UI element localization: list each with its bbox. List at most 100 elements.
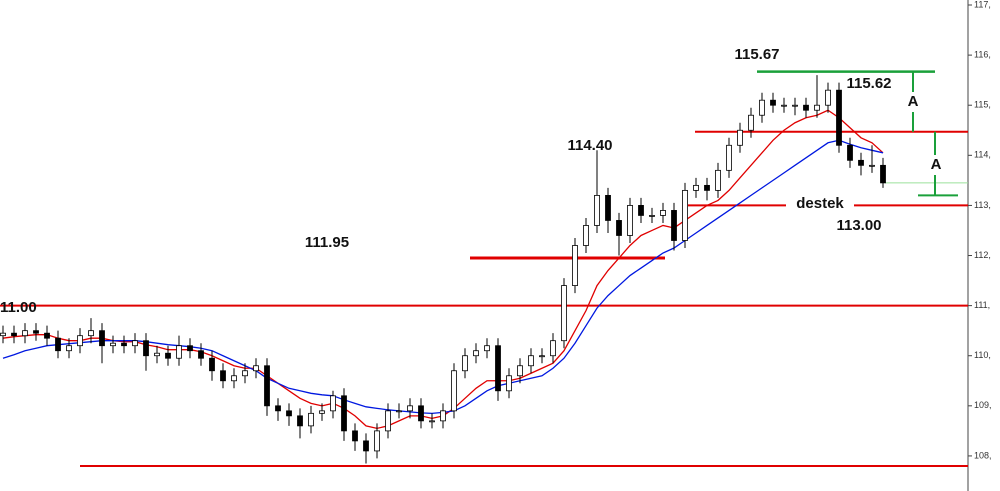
candle [561, 278, 567, 349]
candle [0, 325, 6, 344]
candle [33, 323, 39, 341]
candle-body [396, 410, 402, 413]
annotation: 115.67 [734, 46, 779, 63]
annotation: destek [796, 195, 844, 212]
candle [726, 137, 732, 178]
candle [792, 97, 798, 116]
candle-body [858, 159, 864, 166]
candle-body [352, 430, 358, 442]
candle [583, 217, 589, 254]
candle [528, 348, 534, 374]
candle-body [429, 420, 435, 423]
candle-body [594, 194, 600, 226]
candle-body [517, 365, 523, 377]
candle-body [792, 104, 798, 107]
y-tick-label: 110, [974, 350, 991, 360]
candle-body [88, 330, 94, 337]
candle-body [693, 184, 699, 191]
y-tick-label: 111, [974, 300, 990, 310]
candle-body [726, 144, 732, 171]
candle [77, 328, 83, 354]
candle-body [825, 89, 831, 106]
candle [462, 348, 468, 379]
candle [429, 413, 435, 429]
candle [440, 403, 446, 429]
annotation: 11.00 [0, 299, 37, 316]
candle-body [869, 164, 875, 167]
candle [770, 92, 776, 113]
candle-body [682, 189, 688, 241]
candle [308, 405, 314, 434]
candle-body [11, 332, 17, 337]
candle-body [121, 342, 127, 347]
candle [165, 345, 171, 366]
candle-body [649, 215, 655, 217]
candle [803, 97, 809, 118]
candle [572, 237, 578, 294]
candle-body [99, 330, 105, 347]
candle-body [616, 220, 622, 236]
candle-body [572, 245, 578, 286]
candle [495, 338, 501, 401]
candle-body [627, 205, 633, 236]
candle [484, 338, 490, 359]
candle [352, 423, 358, 451]
candle [847, 137, 853, 168]
candle [858, 152, 864, 176]
y-tick-label: 113, [974, 200, 991, 210]
candle [880, 157, 886, 188]
candle-body [297, 415, 303, 427]
candle-body [880, 164, 886, 184]
candle [110, 335, 116, 354]
label-background [929, 155, 943, 175]
candle-body [759, 99, 765, 116]
candle [649, 207, 655, 223]
candle [759, 92, 765, 123]
candle [539, 348, 545, 364]
candle-body [385, 410, 391, 432]
candle [319, 403, 325, 421]
annotation: 113.00 [836, 217, 881, 234]
candle-body [341, 395, 347, 432]
candle-body [143, 340, 149, 357]
candle [99, 323, 105, 364]
candle-body [253, 365, 259, 372]
candle [385, 403, 391, 439]
y-tick-label: 109, [974, 400, 992, 410]
candle [264, 358, 270, 416]
candle-body [308, 412, 314, 427]
candle-body [44, 332, 50, 339]
candle [88, 318, 94, 344]
candle-body [242, 370, 248, 377]
candle-body [836, 89, 842, 146]
candle [132, 333, 138, 354]
candle [11, 325, 17, 344]
candle [176, 335, 182, 366]
candle [550, 333, 556, 364]
candle [396, 403, 402, 419]
candle [374, 423, 380, 459]
candle [869, 145, 875, 173]
candle-body [198, 350, 204, 359]
annotation: A [931, 156, 942, 173]
candle-body [473, 350, 479, 357]
candle [506, 368, 512, 399]
candle-body [22, 330, 28, 337]
candle [836, 82, 842, 153]
candle-body [781, 104, 787, 107]
candle [198, 343, 204, 366]
annotation: A [908, 93, 919, 110]
annotation: 114.40 [567, 137, 612, 154]
y-tick-label: 114, [974, 150, 991, 160]
candle [605, 187, 611, 233]
candle [187, 338, 193, 359]
candle-body [286, 410, 292, 417]
candle-body [671, 210, 677, 241]
candle [231, 368, 237, 389]
y-tick-label: 112, [974, 250, 991, 260]
candle [297, 408, 303, 439]
candle [682, 182, 688, 249]
candle-body [220, 370, 226, 382]
candle-body [418, 405, 424, 422]
